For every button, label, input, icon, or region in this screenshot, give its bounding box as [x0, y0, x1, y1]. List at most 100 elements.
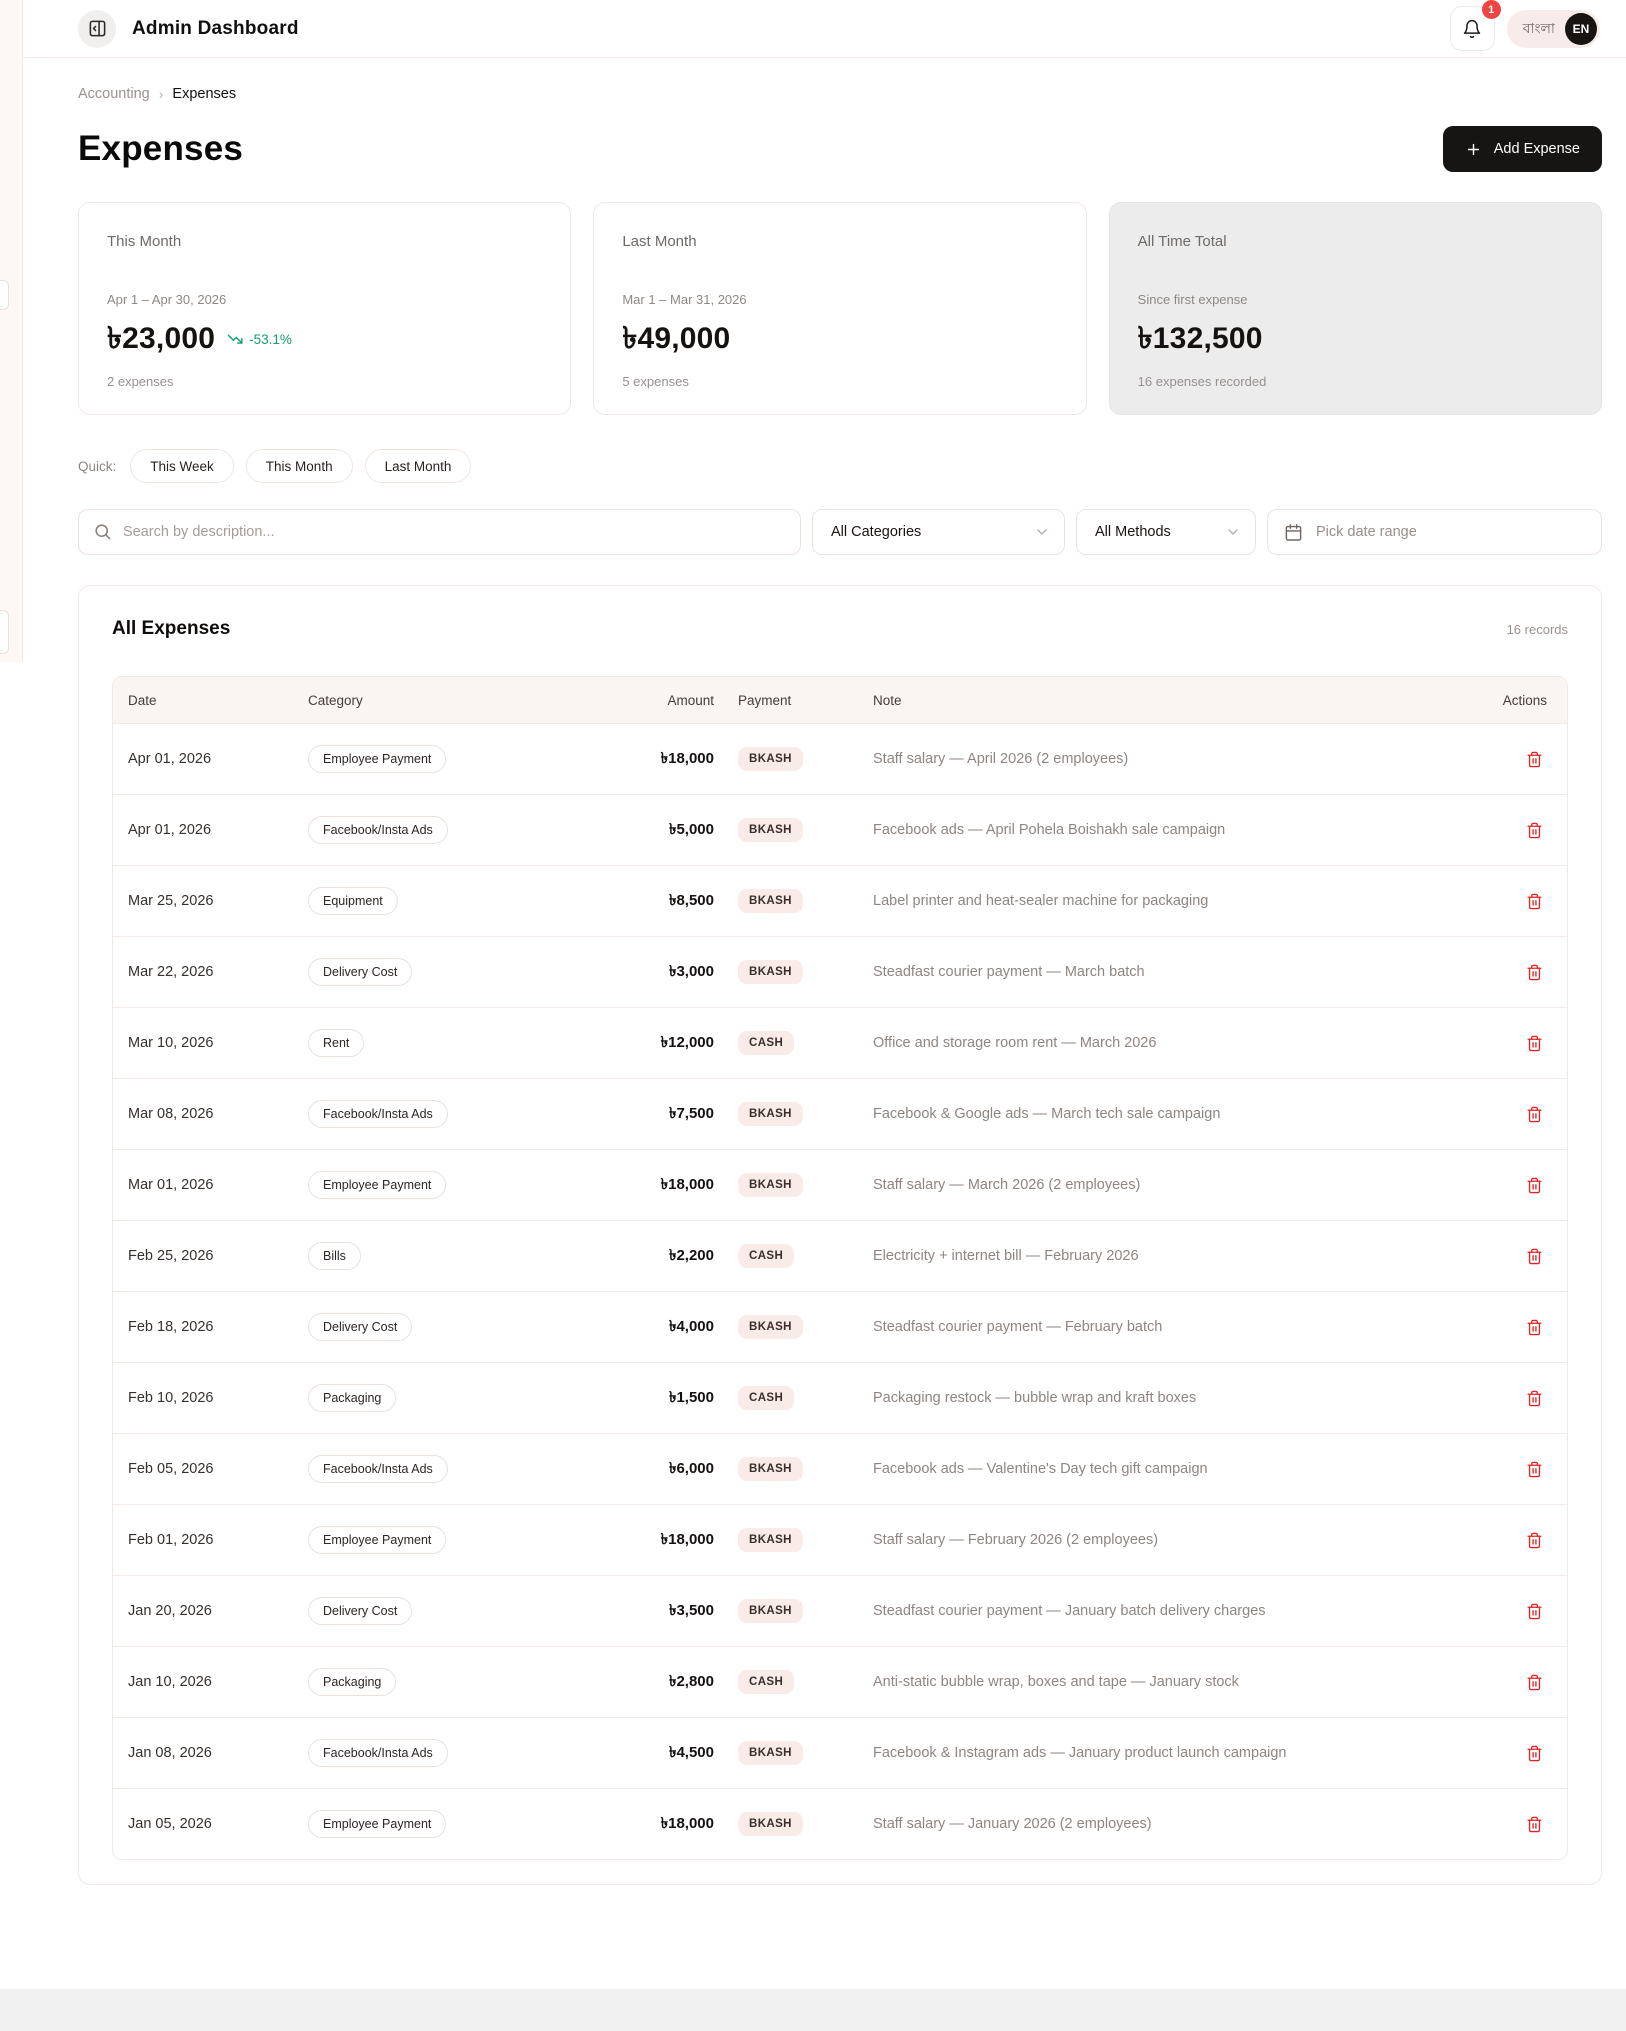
delete-expense-button[interactable]: [1522, 1741, 1547, 1766]
delete-expense-button[interactable]: [1522, 1173, 1547, 1198]
language-bangla-label: বাংলা: [1522, 19, 1555, 36]
expense-row: Mar 10, 2026 Rent ৳12,000 CASH Office an…: [113, 1007, 1567, 1078]
expense-note: Facebook & Instagram ads — January produ…: [873, 1745, 1287, 1761]
category-pill: Rent: [308, 1029, 365, 1057]
language-english-selected: EN: [1565, 12, 1597, 45]
expense-category-cell: Delivery Cost: [308, 1597, 563, 1625]
card-amount: ৳23,000: [107, 322, 216, 355]
card-subtext: 16 expenses recorded: [1137, 374, 1267, 389]
column-header-date: Date: [128, 692, 157, 708]
delete-expense-button[interactable]: [1522, 960, 1547, 985]
breadcrumb-accounting[interactable]: Accounting: [78, 86, 150, 102]
expense-category-cell: Employee Payment: [308, 1526, 563, 1554]
page-header-row: Expenses Add Expense: [78, 126, 1602, 172]
payment-method-badge: BKASH: [738, 818, 803, 842]
trash-icon: [1526, 1390, 1543, 1407]
expense-payment-cell: BKASH: [728, 818, 873, 842]
plus-icon: [1465, 141, 1482, 158]
expense-note: Staff salary — January 2026 (2 employees…: [873, 1816, 1152, 1832]
date-range-picker[interactable]: Pick date range: [1267, 509, 1602, 555]
expense-note: Staff salary — February 2026 (2 employee…: [873, 1532, 1159, 1548]
expense-date: Apr 01, 2026: [128, 751, 212, 767]
expense-payment-cell: BKASH: [728, 1528, 873, 1552]
expense-row: Jan 20, 2026 Delivery Cost ৳3,500 BKASH …: [113, 1575, 1567, 1646]
panel-left-icon: [88, 19, 107, 38]
quick-filter-pill[interactable]: This Week: [130, 449, 234, 483]
expense-note: Packaging restock — bubble wrap and kraf…: [873, 1390, 1197, 1406]
delete-expense-button[interactable]: [1522, 747, 1547, 772]
delete-expense-button[interactable]: [1522, 1670, 1547, 1695]
expense-amount: ৳3,000: [668, 962, 714, 980]
expense-actions-cell: [1475, 1173, 1567, 1198]
add-expense-button[interactable]: Add Expense: [1442, 126, 1602, 172]
expense-date: Feb 05, 2026: [128, 1461, 214, 1477]
expense-amount: ৳6,000: [668, 1459, 714, 1477]
expense-payment-cell: BKASH: [728, 1457, 873, 1481]
summary-cards: This Month Apr 1 – Apr 30, 2026 ৳23,000 …: [78, 202, 1602, 415]
category-pill: Facebook/Insta Ads: [308, 1100, 448, 1128]
search-input[interactable]: [78, 509, 801, 555]
chevron-down-icon: [1225, 524, 1241, 540]
expense-category-cell: Employee Payment: [308, 1810, 563, 1838]
payment-method-badge: BKASH: [738, 1315, 803, 1339]
expenses-table: Date Category Amount Payment Note Action…: [112, 676, 1568, 1860]
date-range-placeholder: Pick date range: [1316, 524, 1417, 540]
expense-payment-cell: CASH: [728, 1031, 873, 1055]
card-trend: -53.1%: [227, 331, 292, 348]
top-bar: Admin Dashboard 1 বাংলা EN: [23, 0, 1626, 58]
category-pill: Equipment: [308, 887, 398, 915]
card-amount: ৳132,500: [1137, 322, 1263, 355]
trash-icon: [1526, 1461, 1543, 1478]
filter-bar: All Categories All Methods Pick date ran…: [78, 509, 1602, 555]
delete-expense-button[interactable]: [1522, 1031, 1547, 1056]
expense-note: Electricity + internet bill — February 2…: [873, 1248, 1139, 1264]
trash-icon: [1526, 1674, 1543, 1691]
payment-method-badge: BKASH: [738, 1173, 803, 1197]
expense-amount: ৳2,800: [668, 1672, 714, 1690]
delete-expense-button[interactable]: [1522, 1244, 1547, 1269]
card-period: Apr 1 – Apr 30, 2026: [107, 292, 227, 307]
delete-expense-button[interactable]: [1522, 1457, 1547, 1482]
column-header-note: Note: [873, 692, 902, 708]
delete-expense-button[interactable]: [1522, 818, 1547, 843]
trash-icon: [1526, 1106, 1543, 1123]
delete-expense-button[interactable]: [1522, 1599, 1547, 1624]
expense-payment-cell: BKASH: [728, 1102, 873, 1126]
quick-filter-pill[interactable]: Last Month: [364, 449, 472, 483]
delete-expense-button[interactable]: [1522, 1102, 1547, 1127]
column-header-actions: Actions: [1502, 692, 1547, 708]
method-select[interactable]: All Methods: [1076, 509, 1256, 555]
expense-amount: ৳1,500: [668, 1388, 714, 1406]
expense-date: Feb 01, 2026: [128, 1532, 214, 1548]
delete-expense-button[interactable]: [1522, 1315, 1547, 1340]
payment-method-badge: CASH: [738, 1244, 795, 1268]
delete-expense-button[interactable]: [1522, 1528, 1547, 1553]
delete-expense-button[interactable]: [1522, 889, 1547, 914]
table-body: Apr 01, 2026 Employee Payment ৳18,000 BK…: [113, 723, 1567, 1859]
category-pill: Packaging: [308, 1384, 397, 1412]
table-card-header: All Expenses 16 records: [112, 618, 1568, 640]
payment-method-badge: BKASH: [738, 960, 803, 984]
expense-row: Feb 18, 2026 Delivery Cost ৳4,000 BKASH …: [113, 1291, 1567, 1362]
delete-expense-button[interactable]: [1522, 1812, 1547, 1837]
expense-actions-cell: [1475, 1599, 1567, 1624]
expense-note: Steadfast courier payment — March batch: [873, 964, 1145, 980]
delete-expense-button[interactable]: [1522, 1386, 1547, 1411]
sidebar-toggle-button[interactable]: [78, 9, 116, 48]
expense-row: Jan 05, 2026 Employee Payment ৳18,000 BK…: [113, 1788, 1567, 1859]
expense-date: Feb 25, 2026: [128, 1248, 214, 1264]
category-select[interactable]: All Categories: [812, 509, 1065, 555]
expense-actions-cell: [1475, 1457, 1567, 1482]
notifications-button[interactable]: 1: [1449, 0, 1501, 51]
all-expenses-card: All Expenses 16 records Date Category Am…: [78, 585, 1602, 1885]
expense-note: Staff salary — April 2026 (2 employees): [873, 751, 1129, 767]
expense-category-cell: Delivery Cost: [308, 1313, 563, 1341]
expense-actions-cell: [1475, 1031, 1567, 1056]
language-toggle[interactable]: বাংলা EN: [1506, 9, 1600, 48]
expense-category-cell: Delivery Cost: [308, 958, 563, 986]
card-label: All Time Total: [1137, 233, 1227, 250]
expense-category-cell: Facebook/Insta Ads: [308, 816, 563, 844]
expense-amount: ৳5,000: [668, 820, 714, 838]
quick-filter-pill[interactable]: This Month: [245, 449, 353, 483]
column-header-category: Category: [308, 692, 363, 708]
